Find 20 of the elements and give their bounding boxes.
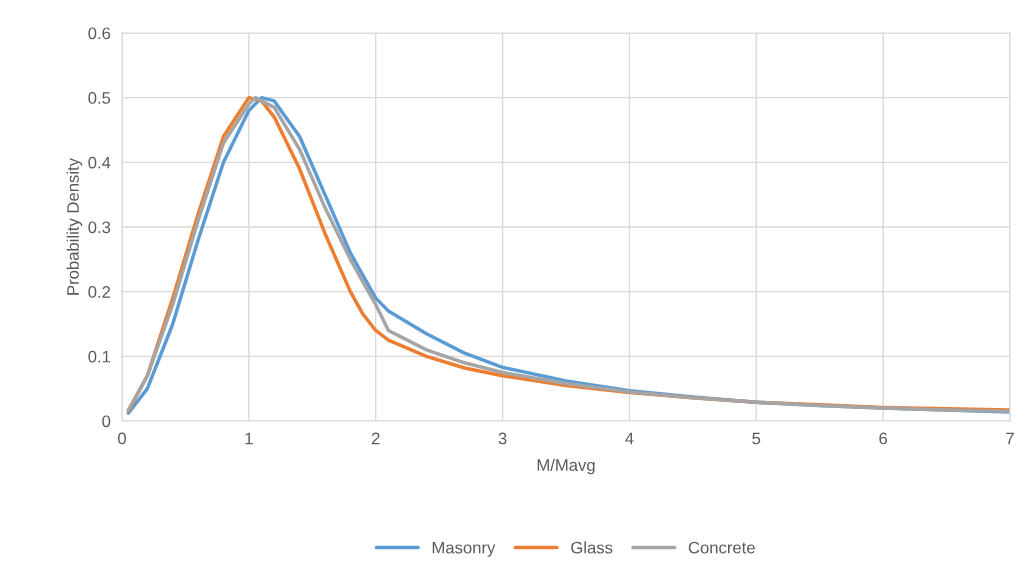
x-tick-label: 5 <box>752 432 761 445</box>
y-tick-label: 0 <box>102 415 111 428</box>
legend-label: Glass <box>571 541 613 554</box>
x-tick-label: 7 <box>1006 432 1014 445</box>
x-tick-label: 0 <box>118 432 126 445</box>
legend-label: Concrete <box>688 541 755 554</box>
y-tick-label: 0.1 <box>88 350 111 363</box>
x-tick-label: 2 <box>371 432 380 445</box>
y-tick-label: 0.5 <box>88 92 111 104</box>
x-tick-label: 4 <box>625 432 634 445</box>
y-tick-label: 0.2 <box>88 286 111 298</box>
x-tick-label: 6 <box>879 432 888 445</box>
x-axis-title: M/Mavg <box>537 458 595 475</box>
y-tick-label: 0.3 <box>88 221 111 234</box>
y-tick-label: 0.6 <box>88 27 111 40</box>
y-tick-label: 0.4 <box>88 156 111 169</box>
legend-label: Masonry <box>432 541 496 557</box>
y-axis-title: Probability Density <box>66 158 83 295</box>
x-tick-label: 3 <box>498 432 507 445</box>
x-tick-label: 1 <box>245 432 253 445</box>
